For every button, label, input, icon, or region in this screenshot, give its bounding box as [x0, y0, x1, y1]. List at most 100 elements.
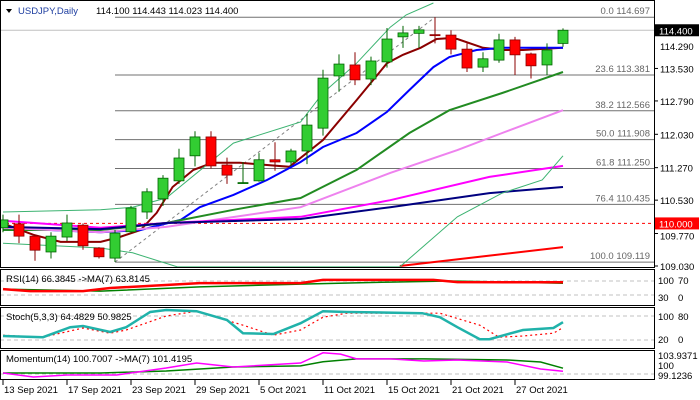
bull-candle-body [477, 58, 489, 68]
level-price-label: 110.000 [659, 219, 693, 230]
rsi-lines [1, 278, 654, 296]
bull-candle-body [141, 191, 153, 213]
fib-level-label: 0.0 114.697 [601, 6, 650, 17]
stoch-axis-label: 80 [678, 312, 689, 323]
candle [509, 36, 521, 76]
bull-candle-body [125, 207, 137, 233]
momentum-lines [1, 352, 654, 378]
bear-candle-body [445, 34, 457, 50]
stoch-pane [0, 307, 655, 349]
candle [13, 214, 25, 244]
bear-candle-body [29, 235, 41, 251]
bull-candle-body [557, 29, 569, 44]
candle [173, 148, 185, 184]
bid-price-badge [655, 24, 699, 37]
date-label: 17 Sep 2021 [68, 385, 122, 396]
ohlc-readout: 114.100 114.443 114.023 114.400 [96, 6, 238, 17]
candle [285, 148, 297, 167]
date-label: 11 Oct 2021 [324, 385, 375, 396]
bull-candle-body [397, 32, 409, 38]
bull-candle-body [381, 38, 393, 63]
bull-candle-body [253, 159, 265, 182]
price-tick-label: 110.530 [660, 196, 694, 207]
candle [301, 113, 313, 165]
rsi-plot: 100 70 30 0 [1, 276, 689, 304]
date-label: 13 Sep 2021 [4, 385, 58, 396]
bear-candle-body [93, 247, 105, 258]
date-label: 15 Oct 2021 [388, 385, 440, 396]
candle [477, 52, 489, 72]
bull-candle-body [173, 157, 185, 182]
candle [205, 131, 217, 169]
ma-magenta-line [2, 164, 564, 229]
stoch-main-line [2, 308, 564, 341]
candle [45, 232, 57, 259]
candle [1, 214, 9, 233]
candle [269, 142, 281, 171]
candle [525, 52, 537, 79]
ma-violet-line [2, 109, 564, 234]
fib-level-label: 76.4 110.435 [595, 193, 650, 204]
date-label: 23 Sep 2021 [132, 385, 186, 396]
momentum-label: Momentum(14) 100.7007 ->MA(7) 101.4195 [6, 354, 192, 365]
price-tick-label: 109.770 [660, 232, 694, 243]
fib-level-label: 38.2 112.566 [595, 100, 650, 111]
bull-candle-body [61, 222, 73, 238]
candle [429, 17, 441, 44]
stoch-label: Stoch(5,3,3) 64.4829 50.9825 [6, 312, 132, 323]
candle [461, 43, 473, 72]
bear-candle-body [269, 159, 281, 163]
bear-candle-body [349, 64, 361, 81]
fib-level-label: 50.0 111.908 [596, 129, 650, 140]
symbol-title: USDJPY,Daily [18, 6, 78, 17]
candle [157, 175, 169, 206]
bull-candle-body [493, 39, 505, 61]
bear-candle-body [205, 136, 217, 167]
stoch-lines [1, 308, 654, 341]
rsi-main-line [2, 278, 564, 293]
candle [413, 25, 425, 48]
rsi-label: RSI(14) 66.3845 ->MA(7) 63.8145 [6, 274, 150, 285]
candle [381, 28, 393, 68]
momentum-main-line [2, 352, 564, 378]
date-label: 29 Sep 2021 [196, 385, 250, 396]
candle [333, 54, 345, 92]
bear-candle-body [13, 223, 25, 237]
candle [93, 247, 105, 259]
price-tick-label: 112.030 [660, 130, 694, 141]
candle [221, 157, 233, 184]
candle [541, 43, 553, 76]
bear-candle-body [429, 34, 441, 37]
candle [237, 161, 249, 184]
stoch-axis-label: 20 [658, 335, 669, 346]
candle [29, 235, 41, 261]
candle [61, 214, 73, 241]
candle [125, 205, 137, 234]
bollinger-upper-line [2, 2, 434, 213]
fib-trend-line [114, 16, 436, 263]
rsi-axis-label: 70 [678, 276, 689, 287]
ma-red-line [399, 246, 564, 267]
bear-candle-body [509, 39, 521, 56]
candle [141, 188, 153, 220]
candle [349, 52, 361, 86]
bid-price-label: 114.400 [659, 26, 693, 37]
price-axis: 114.290 113.530 112.790 112.030 111.270 110.5… [654, 24, 699, 273]
bear-candle-body [525, 53, 537, 67]
bull-candle-body [333, 63, 345, 77]
candle [253, 153, 265, 182]
price-plot: 0.0 114.697 23.6 113.381 38.2 112.566 50.0 … [1, 2, 654, 267]
price-tick-label: 113.530 [660, 64, 694, 75]
collapse-triangle-icon[interactable] [6, 9, 12, 13]
ma-green-line [3, 71, 564, 231]
bear-candle-body [77, 224, 89, 247]
bull-candle-body [109, 232, 121, 259]
candle [317, 69, 329, 136]
stoch-axis-label: 100 [658, 312, 674, 323]
bull-candle-body [45, 235, 57, 253]
bull-candle-body [301, 124, 313, 152]
bull-candle-body [1, 219, 9, 229]
bear-candle-body [221, 164, 233, 176]
